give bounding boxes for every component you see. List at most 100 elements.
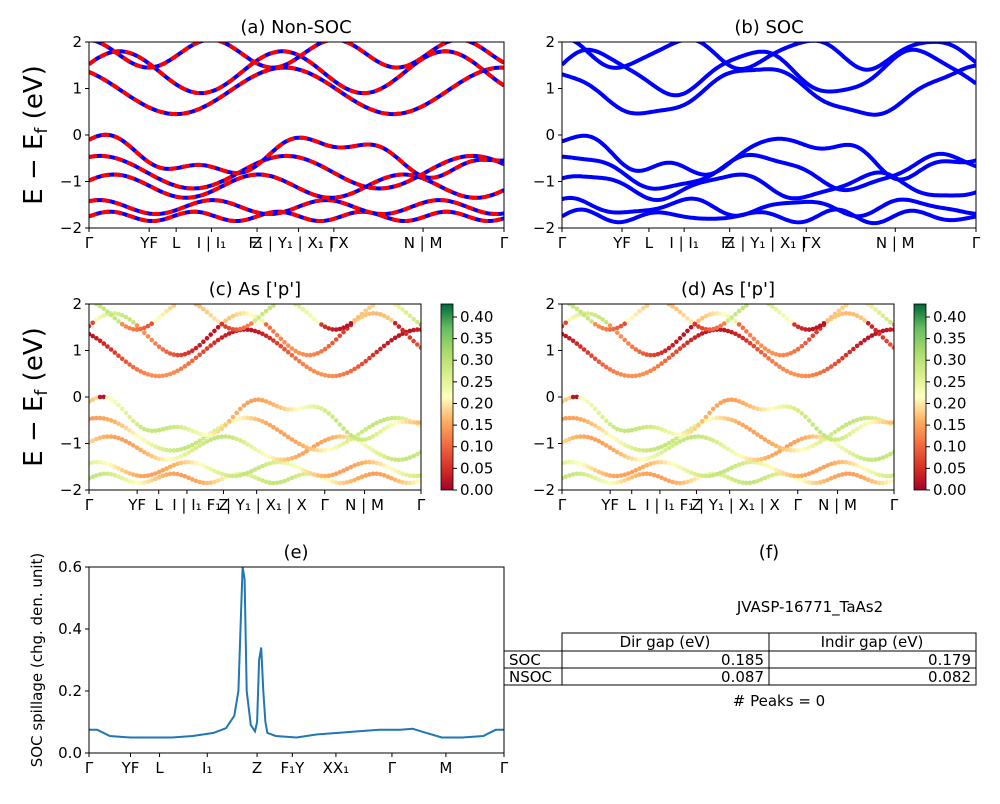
projection-point	[337, 422, 343, 427]
projection-point	[655, 474, 661, 479]
projection-point	[777, 404, 782, 410]
projection-point	[762, 407, 768, 412]
projection-point	[208, 313, 213, 318]
x-tick-label: L	[645, 234, 654, 252]
projection-point	[663, 448, 668, 453]
projection-point	[385, 474, 391, 480]
projection-point	[677, 432, 683, 438]
projection-point	[562, 323, 565, 329]
projection-point	[563, 438, 568, 444]
projection-point	[681, 480, 686, 486]
projection-point	[142, 480, 147, 485]
projection-point	[829, 314, 834, 320]
projection-point	[751, 479, 757, 485]
band-line	[562, 133, 976, 182]
y-tick-label: −1	[533, 173, 555, 191]
projection-point	[714, 471, 720, 477]
projection-point	[832, 429, 838, 435]
projection-point	[263, 453, 269, 458]
projection-point	[840, 311, 845, 317]
projection-point	[330, 435, 335, 440]
projection-point	[615, 370, 620, 376]
projection-point	[688, 337, 694, 343]
projection-point	[677, 480, 683, 486]
projection-point	[94, 459, 99, 465]
projection-point	[633, 373, 639, 379]
projection-point	[755, 346, 760, 352]
x-tick-label: Γ	[417, 496, 426, 514]
projection-point	[289, 437, 295, 442]
projection-point	[156, 373, 162, 379]
projection-point	[589, 474, 594, 479]
band-line-red	[89, 153, 504, 191]
projection-point	[407, 328, 413, 334]
y-tick-label: 0.0	[58, 744, 82, 762]
projection-point	[175, 461, 180, 467]
projection-point	[699, 473, 705, 479]
projection-point	[363, 473, 369, 478]
projection-point	[629, 469, 635, 475]
projection-point	[190, 448, 195, 453]
projection-point	[267, 400, 273, 406]
projection-point	[685, 340, 690, 346]
projection-point	[740, 422, 746, 428]
projection-point	[282, 406, 287, 412]
projection-point	[359, 441, 365, 446]
projection-point	[389, 422, 394, 428]
projection-point	[297, 350, 302, 356]
projection-point	[256, 315, 262, 320]
projection-point	[762, 475, 768, 481]
projection-point	[799, 373, 805, 379]
projection-point	[581, 347, 587, 352]
projection-point	[626, 318, 631, 324]
projection-point	[341, 434, 346, 440]
projection-point	[810, 443, 816, 449]
projection-point	[97, 394, 103, 400]
projection-point	[869, 333, 875, 338]
projection-point	[622, 478, 627, 483]
projection-point	[131, 472, 136, 477]
x-tick-label: L	[628, 496, 637, 514]
projection-point	[648, 471, 653, 477]
projection-point	[810, 422, 816, 427]
projection-point	[736, 308, 742, 314]
projection-point	[167, 425, 173, 430]
projection-point	[570, 315, 576, 320]
projection-point	[378, 312, 383, 317]
projection-point	[648, 368, 653, 374]
projection-point	[710, 406, 716, 412]
colorbar-tick-label: 0.40	[933, 308, 966, 326]
projection-point	[585, 311, 591, 316]
projection-point	[285, 477, 291, 482]
table-row	[503, 667, 977, 686]
projection-point	[843, 448, 849, 453]
projection-point	[352, 463, 357, 468]
projection-point	[271, 456, 276, 461]
projection-point	[751, 405, 757, 411]
projection-point	[707, 410, 712, 416]
projection-point	[637, 466, 642, 471]
panel-d-axes: −2 −1 0 1 2 Γ YF L I | I₁ ZF₁ | Y₁ | X₁ | X Γ N | M…	[533, 295, 899, 514]
projection-point	[795, 438, 801, 443]
projection-point	[876, 472, 882, 478]
projection-point	[333, 373, 339, 379]
projection-point	[182, 351, 188, 357]
projection-point	[119, 321, 125, 327]
projection-point	[589, 421, 594, 427]
projection-point	[666, 430, 672, 435]
projection-point	[873, 419, 878, 425]
projection-point	[880, 335, 886, 340]
projection-point	[415, 479, 420, 484]
projection-point	[674, 441, 679, 446]
projection-point	[574, 313, 580, 318]
projection-point	[847, 471, 852, 477]
projection-point	[219, 476, 225, 482]
projection-point	[175, 447, 180, 453]
projection-point	[891, 345, 894, 350]
projection-point	[707, 436, 712, 442]
projection-point	[378, 472, 383, 477]
projection-point	[105, 417, 110, 422]
projection-point	[381, 454, 387, 459]
projection-point	[411, 327, 416, 333]
